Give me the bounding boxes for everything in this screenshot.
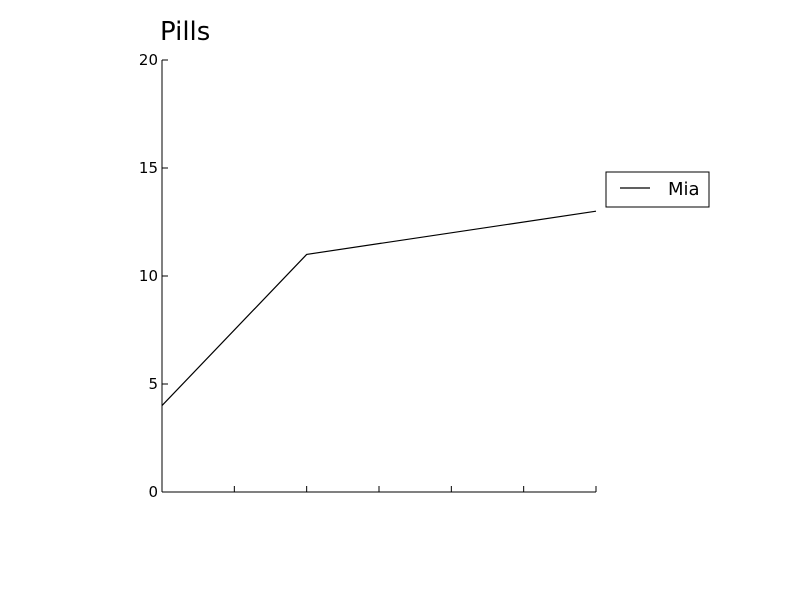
series-group xyxy=(161,210,597,407)
legend: Mia xyxy=(605,171,710,208)
legend-box xyxy=(605,171,710,208)
y-tick-label: 10 xyxy=(139,267,158,285)
y-tick-label: 0 xyxy=(148,483,158,501)
y-tick-label: 15 xyxy=(139,159,158,177)
axes xyxy=(161,60,596,493)
series-line-mia xyxy=(161,210,597,407)
chart-title: Pills xyxy=(160,17,210,47)
y-tick-label: 20 xyxy=(139,51,158,69)
y-tick-label: 5 xyxy=(148,375,158,393)
x-ticks xyxy=(161,486,597,492)
legend-label-mia: Mia xyxy=(668,179,700,200)
y-ticks: 0 5 10 15 20 xyxy=(139,51,168,501)
